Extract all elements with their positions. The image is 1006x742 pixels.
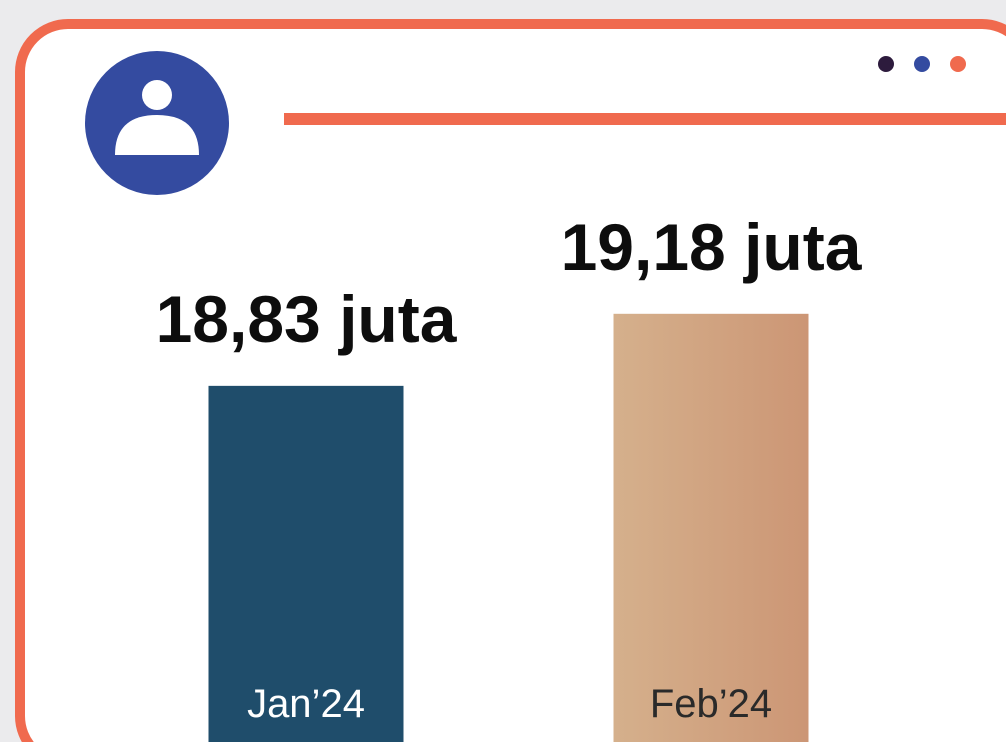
category-label: Feb’24	[650, 682, 772, 726]
bar	[208, 385, 404, 742]
bar	[613, 313, 809, 742]
window-dot	[878, 56, 894, 72]
window-dot	[950, 56, 966, 72]
window-dot	[914, 56, 930, 72]
value-label: 19,18 juta	[561, 210, 863, 284]
avatar	[85, 51, 229, 195]
plot-area: 18,83 juta Jan’24 19,18 juta Feb’24	[156, 210, 863, 742]
value-label: 18,83 juta	[156, 282, 458, 356]
category-label: Jan’24	[247, 682, 365, 726]
